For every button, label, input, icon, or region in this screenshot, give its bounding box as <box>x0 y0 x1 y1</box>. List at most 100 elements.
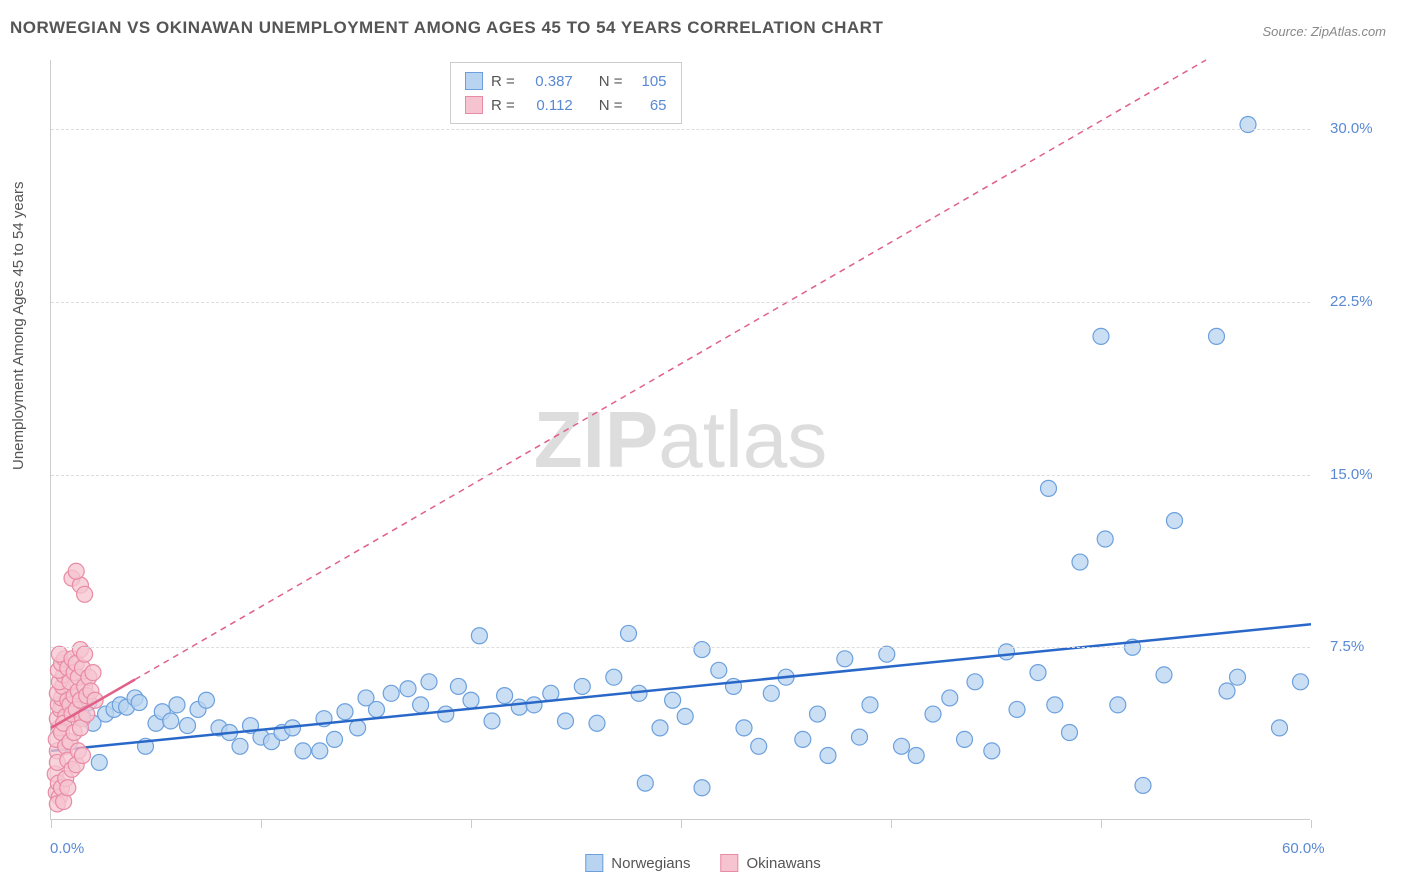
data-point <box>908 748 924 764</box>
legend-row: R =0.112N =65 <box>465 93 667 117</box>
data-point <box>526 697 542 713</box>
scatter-plot-svg <box>51 60 1310 819</box>
y-tick-label: 30.0% <box>1330 120 1373 137</box>
r-label: R = <box>491 97 515 114</box>
data-point <box>558 713 574 729</box>
data-point <box>1209 328 1225 344</box>
plot-area: ZIPatlas <box>50 60 1310 820</box>
data-point <box>957 731 973 747</box>
data-point <box>1072 554 1088 570</box>
data-point <box>1293 674 1309 690</box>
data-point <box>85 665 101 681</box>
data-point <box>810 706 826 722</box>
x-tick-label: 60.0% <box>1282 840 1325 857</box>
data-point <box>511 699 527 715</box>
data-point <box>471 628 487 644</box>
data-point <box>1030 665 1046 681</box>
r-label: R = <box>491 73 515 90</box>
data-point <box>795 731 811 747</box>
y-tick-label: 7.5% <box>1330 638 1364 655</box>
data-point <box>91 754 107 770</box>
data-point <box>879 646 895 662</box>
x-tick-label: 0.0% <box>50 840 84 857</box>
data-point <box>852 729 868 745</box>
y-tick-label: 15.0% <box>1330 466 1373 483</box>
y-tick-label: 22.5% <box>1330 293 1373 310</box>
data-point <box>1240 116 1256 132</box>
x-tick <box>51 820 52 828</box>
data-point <box>438 706 454 722</box>
data-point <box>574 678 590 694</box>
legend-label: Okinawans <box>747 855 821 872</box>
data-point <box>1097 531 1113 547</box>
x-tick <box>1101 820 1102 828</box>
x-tick <box>681 820 682 828</box>
data-point <box>463 692 479 708</box>
data-point <box>1110 697 1126 713</box>
data-point <box>751 738 767 754</box>
legend-item: Norwegians <box>585 854 690 872</box>
legend-swatch <box>585 854 603 872</box>
data-point <box>894 738 910 754</box>
series-legend: Norwegians Okinawans <box>585 854 820 872</box>
r-value: 0.112 <box>523 97 573 114</box>
data-point <box>369 701 385 717</box>
data-point <box>1041 480 1057 496</box>
data-point <box>400 681 416 697</box>
data-point <box>497 688 513 704</box>
data-point <box>665 692 681 708</box>
data-point <box>383 685 399 701</box>
data-point <box>1219 683 1235 699</box>
data-point <box>421 674 437 690</box>
trend-line <box>51 624 1311 751</box>
data-point <box>999 644 1015 660</box>
data-point <box>736 720 752 736</box>
data-point <box>820 748 836 764</box>
data-point <box>68 563 84 579</box>
data-point <box>694 780 710 796</box>
data-point <box>180 718 196 734</box>
data-point <box>77 586 93 602</box>
data-point <box>837 651 853 667</box>
n-value: 105 <box>631 73 667 90</box>
legend-swatch <box>465 96 483 114</box>
data-point <box>413 697 429 713</box>
data-point <box>677 708 693 724</box>
chart-title: NORWEGIAN VS OKINAWAN UNEMPLOYMENT AMONG… <box>10 18 883 38</box>
legend-row: R =0.387N =105 <box>465 69 667 93</box>
data-point <box>694 642 710 658</box>
r-value: 0.387 <box>523 73 573 90</box>
data-point <box>984 743 1000 759</box>
data-point <box>75 748 91 764</box>
data-point <box>312 743 328 759</box>
trend-line-dashed <box>135 60 1206 680</box>
legend-swatch <box>721 854 739 872</box>
legend-item: Okinawans <box>721 854 821 872</box>
legend-swatch <box>465 72 483 90</box>
data-point <box>1047 697 1063 713</box>
data-point <box>198 692 214 708</box>
y-axis-label: Unemployment Among Ages 45 to 54 years <box>10 181 27 470</box>
data-point <box>763 685 779 701</box>
n-value: 65 <box>631 97 667 114</box>
data-point <box>1093 328 1109 344</box>
data-point <box>450 678 466 694</box>
data-point <box>621 625 637 641</box>
x-tick <box>891 820 892 828</box>
legend-label: Norwegians <box>611 855 690 872</box>
data-point <box>1230 669 1246 685</box>
data-point <box>862 697 878 713</box>
data-point <box>637 775 653 791</box>
data-point <box>484 713 500 729</box>
data-point <box>1156 667 1172 683</box>
data-point <box>1009 701 1025 717</box>
data-point <box>77 646 93 662</box>
data-point <box>652 720 668 736</box>
gridline <box>51 475 1310 476</box>
data-point <box>589 715 605 731</box>
x-tick <box>1311 820 1312 828</box>
data-point <box>606 669 622 685</box>
gridline <box>51 129 1310 130</box>
data-point <box>337 704 353 720</box>
data-point <box>327 731 343 747</box>
